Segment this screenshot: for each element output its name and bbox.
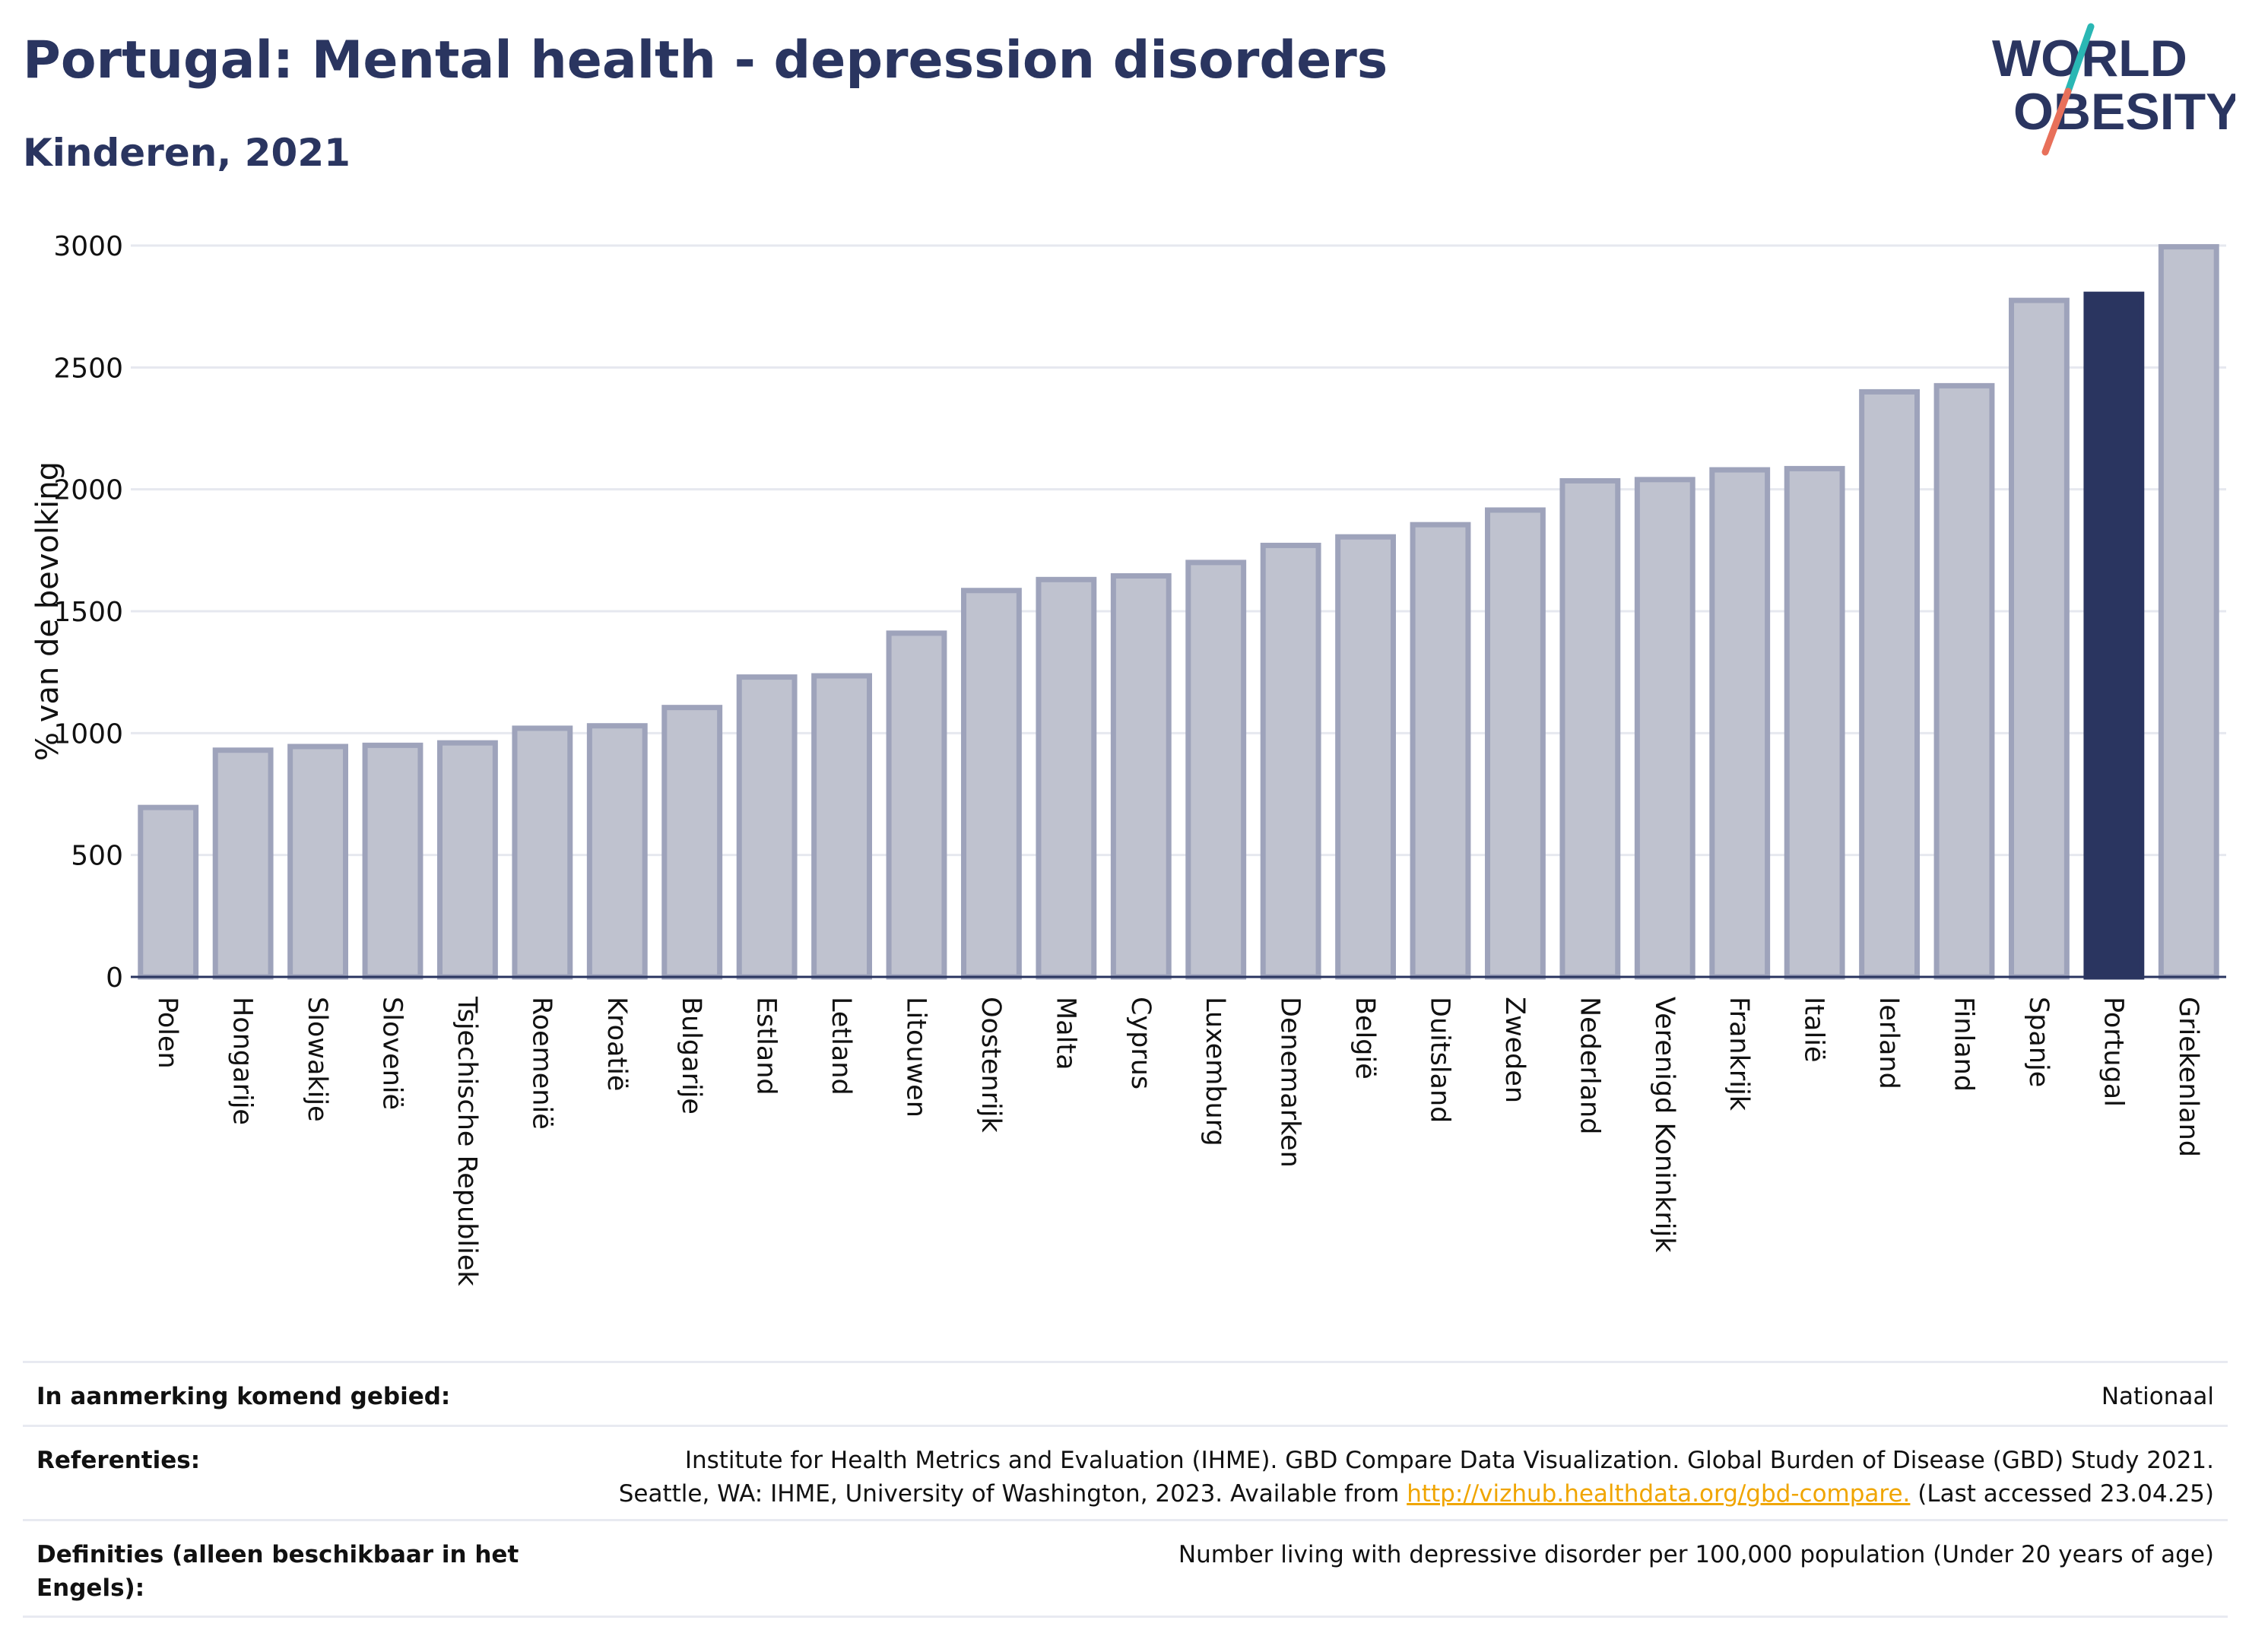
x-tick-label: Zweden [1499, 997, 1530, 1103]
reference-line-2-pre: Seattle, WA: IHME, University of Washing… [618, 1480, 1407, 1508]
bar [1709, 467, 1771, 980]
bar [1260, 542, 1321, 980]
bar [1559, 477, 1621, 980]
bar [1784, 465, 1845, 980]
x-tick-label: Luxemburg [1200, 997, 1230, 1146]
x-tick-label: Verenigd Koninkrijk [1649, 997, 1680, 1253]
bar [1410, 522, 1471, 980]
y-axis-label: % van de bevolking [30, 461, 65, 761]
x-tick-label: Hongarije [227, 997, 258, 1125]
x-tick-label: Finland [1949, 997, 1979, 1092]
footer-value-references: Institute for Health Metrics and Evaluat… [465, 1444, 2214, 1511]
x-tick-label: Portugal [2098, 997, 2128, 1107]
x-tick-label: Litouwen [901, 997, 931, 1118]
bar [961, 588, 1022, 980]
x-tick-label: Frankrijk [1724, 997, 1754, 1111]
y-axis-ticks: 0 500 1000 1500 2000 2500 3000 [53, 231, 123, 994]
definitions-label-line-1: Definities (alleen beschikbaar in het [36, 1541, 519, 1568]
y-tick-label: 1000 [53, 718, 123, 750]
bar [138, 804, 199, 980]
footer-row-definitions: Definities (alleen beschikbaar in het En… [23, 1519, 2228, 1618]
footer-row-area: In aanmerking komend gebied: Nationaal [23, 1361, 2228, 1427]
bar [1634, 477, 1695, 980]
x-tick-label: Slowakije [302, 997, 332, 1122]
y-tick-label: 1500 [53, 597, 123, 628]
bar [586, 723, 648, 980]
y-tick-label: 2000 [53, 475, 123, 506]
x-tick-label: België [1350, 997, 1380, 1080]
page-subtitle: Kinderen, 2021 [23, 131, 351, 175]
reference-line-2-post: (Last accessed 23.04.25) [1910, 1480, 2214, 1508]
x-tick-label: Kroatië [601, 997, 632, 1091]
x-tick-label: Roemenië [526, 997, 557, 1130]
footer-value-definitions: Number living with depressive disorder p… [1178, 1541, 2214, 1568]
bar [2158, 244, 2219, 980]
x-tick-label: Duitsland [1425, 997, 1455, 1123]
definitions-label-line-2: Engels): [36, 1574, 145, 1602]
logo-slash-teal [2064, 23, 2095, 95]
bar [212, 747, 274, 980]
bar [811, 673, 872, 980]
y-tick-label: 2500 [53, 353, 123, 384]
x-tick-label: Estland [751, 997, 782, 1096]
bar [1933, 382, 1995, 980]
bar [1110, 573, 1172, 980]
footer-value-area: Nationaal [2101, 1383, 2214, 1410]
bar [362, 742, 423, 980]
bar [1485, 507, 1546, 980]
x-tick-label: Slovenië [377, 997, 408, 1110]
x-tick-label: Nederland [1574, 997, 1604, 1134]
footer-label-definitions: Definities (alleen beschikbaar in het En… [36, 1538, 519, 1605]
bar [437, 740, 498, 980]
bar [736, 674, 798, 980]
x-tick-label: Griekenland [2173, 997, 2203, 1157]
footer-label-references: Referenties: [36, 1447, 201, 1474]
y-tick-label: 500 [71, 841, 123, 872]
x-tick-label: Polen [152, 997, 182, 1069]
reference-line-2: Seattle, WA: IHME, University of Washing… [465, 1477, 2214, 1511]
x-tick-label: Oostenrijk [975, 997, 1006, 1133]
x-axis-labels: Polen Hongarije Slowakije Slovenië Tsjechisc… [152, 996, 2203, 1286]
bars [138, 244, 2219, 980]
x-tick-label: Tsjechische Republiek [452, 996, 482, 1286]
bar [1036, 576, 1097, 980]
reference-link[interactable]: http://vizhub.healthdata.org/gbd-compare… [1407, 1480, 1911, 1508]
x-tick-label: Ierland [1873, 997, 1904, 1089]
y-tick-label: 0 [106, 962, 123, 994]
x-tick-label: Letland [826, 997, 856, 1096]
x-tick-label: Cyprus [1125, 997, 1156, 1089]
bar-chart: 0 500 1000 1500 2000 2500 3000 Polen Hongarije S… [30, 231, 2226, 1286]
bar [661, 705, 723, 980]
x-tick-label: Malta [1050, 997, 1080, 1070]
x-tick-label: Spanje [2023, 997, 2054, 1087]
page-title: Portugal: Mental health - depression dis… [23, 30, 1388, 90]
bar-highlight [2083, 291, 2145, 980]
y-tick-label: 3000 [53, 231, 123, 262]
bar [1859, 388, 1920, 980]
bar [287, 744, 348, 980]
reference-line-1: Institute for Health Metrics and Evaluat… [684, 1447, 2214, 1474]
bar [2009, 297, 2070, 980]
bar [1335, 534, 1396, 980]
bar [886, 630, 947, 980]
footer-row-references: Referenties: Institute for Health Metric… [23, 1425, 2228, 1521]
x-tick-label: Italië [1799, 997, 1829, 1062]
x-tick-label: Bulgarije [676, 997, 706, 1115]
logo-slash-coral [2041, 87, 2072, 156]
bar [512, 725, 573, 980]
footer-label-area: In aanmerking komend gebied: [36, 1383, 451, 1410]
x-tick-label: Denemarken [1275, 997, 1305, 1168]
world-obesity-logo: WORLD OBESITY [1992, 23, 2235, 156]
bar [1185, 560, 1247, 980]
